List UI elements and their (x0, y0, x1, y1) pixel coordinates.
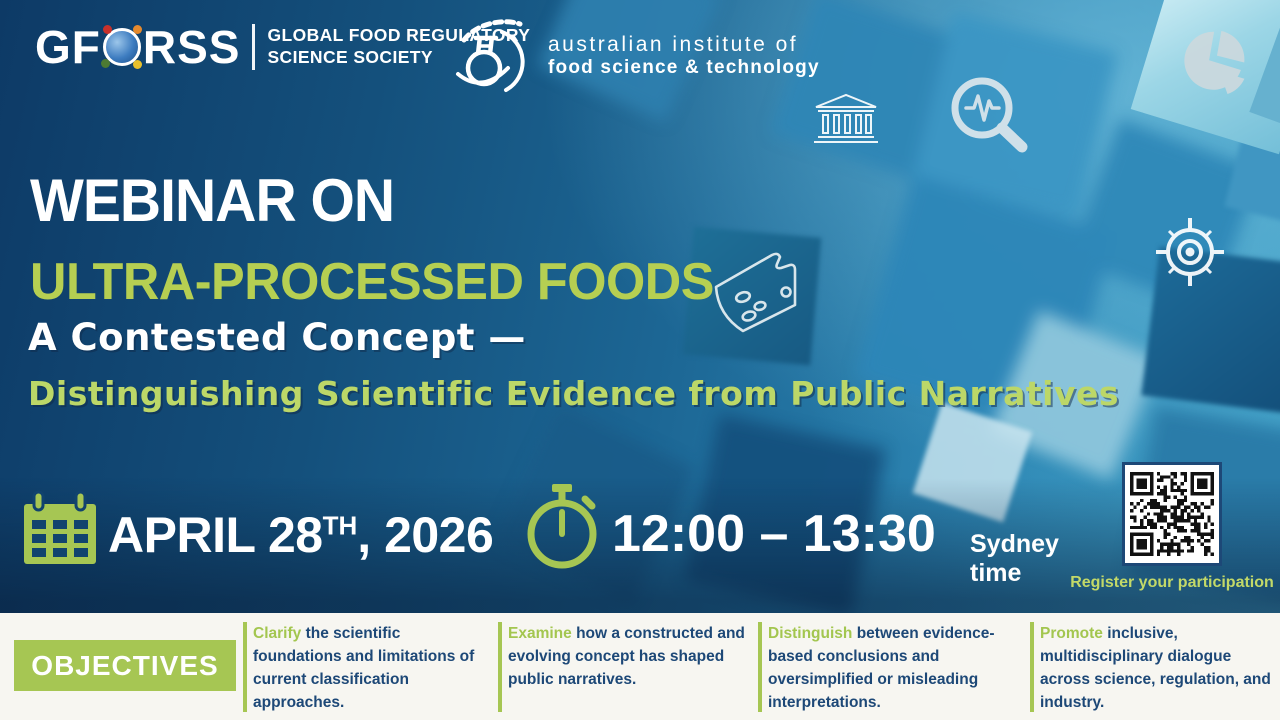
objective-item-distinguish: Distinguish between evidence-based concl… (768, 623, 1020, 715)
gforss-logo: GF RSS GLOBAL FOOD REGULATORY SCIENCE SO… (35, 24, 530, 70)
bank-icon (814, 93, 878, 143)
objective-item-clarify: Clarify the scientific foundations and l… (253, 623, 488, 715)
pie-chart-icon (1184, 30, 1245, 95)
objectives-heading: OBJECTIVES (14, 640, 236, 691)
objectives-strip: OBJECTIVES Clarify the scientific founda… (0, 613, 1280, 720)
webinar-kicker: WEBINAR ON (30, 167, 395, 234)
aifst-text: australian institute of food science & t… (548, 32, 820, 80)
aifst-line1: australian institute of (548, 33, 799, 56)
gforss-tagline-line2: SCIENCE SOCIETY (267, 47, 433, 67)
objective-divider (1030, 622, 1034, 712)
objective-keyword: Promote (1040, 625, 1103, 642)
objective-text: between evidence-based conclusions and o… (768, 625, 995, 711)
objective-divider (243, 622, 247, 712)
objective-divider (758, 622, 762, 712)
search-pulse-icon (951, 77, 1028, 153)
flask-wheat-icon (456, 19, 525, 92)
gforss-wordmark: GF RSS (35, 24, 240, 70)
aifst-logo: australian institute of food science & t… (450, 14, 820, 98)
objective-item-promote: Promote inclusive, multidisciplinary dia… (1040, 623, 1275, 715)
objective-keyword: Examine (508, 625, 572, 642)
subtitle-line2: Distinguishing Scientific Evidence from … (28, 374, 1119, 413)
objective-item-examine: Examine how a constructed and evolving c… (508, 623, 748, 692)
event-datetime-row: APRIL 28TH, 2026 12:00 – 13:30 Sydney ti… (0, 480, 1100, 590)
date-ordinal: TH (322, 510, 358, 541)
event-time: 12:00 – 13:30 (612, 505, 936, 563)
event-timezone: Sydney time (970, 530, 1059, 587)
objective-keyword: Clarify (253, 625, 302, 642)
calendar-icon (24, 490, 96, 564)
logo-divider (252, 24, 256, 70)
objective-keyword: Distinguish (768, 625, 853, 642)
objective-text: inclusive, multidisciplinary dialogue ac… (1040, 625, 1271, 711)
cheese-icon (714, 252, 797, 333)
webinar-topic: ULTRA-PROCESSED FOODS (30, 253, 714, 311)
subtitle-line1: A Contested Concept — (28, 316, 526, 359)
objective-divider (498, 622, 502, 712)
objective-text: the scientific foundations and limitatio… (253, 625, 475, 711)
registration-qr-code[interactable] (1122, 462, 1222, 566)
event-date: APRIL 28TH, 2026 (108, 507, 494, 563)
objective-text: how a constructed and evolving concept h… (508, 625, 745, 688)
globe-icon (100, 25, 142, 69)
aifst-line2: food science & technology (548, 57, 820, 79)
stopwatch-icon (527, 484, 597, 569)
target-icon (1156, 218, 1224, 286)
gforss-wordmark-left: GF (35, 21, 101, 73)
background-gradient (0, 0, 1280, 616)
register-label: Register your participation (1070, 574, 1274, 591)
gforss-wordmark-right: RSS (142, 21, 241, 73)
